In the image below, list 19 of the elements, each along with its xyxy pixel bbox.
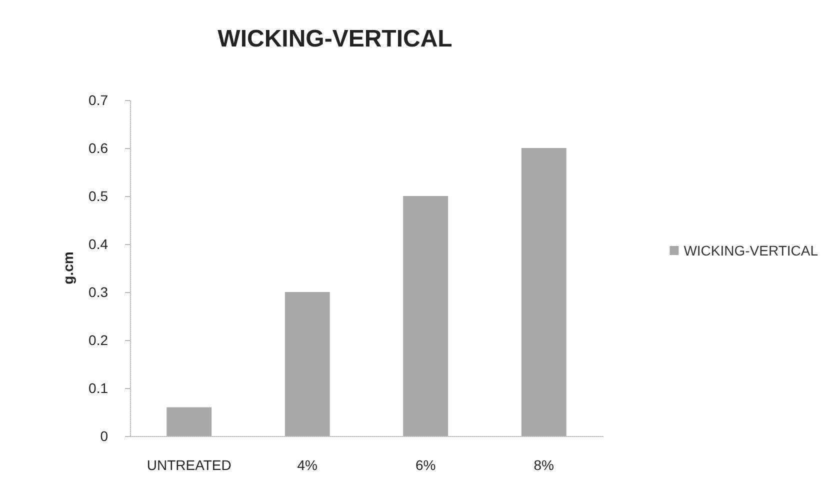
y-tick-label: 0.7 [88, 92, 108, 108]
bar [166, 407, 212, 436]
y-tick-label: 0.6 [88, 140, 108, 156]
bar [284, 292, 330, 436]
y-tick-label: 0.1 [88, 380, 108, 396]
chart-title: WICKING-VERTICAL [218, 26, 452, 52]
bar [403, 196, 448, 436]
y-tick-label: 0.2 [88, 332, 108, 348]
y-tick-label: 0.3 [88, 284, 108, 300]
y-tick-label: 0 [100, 428, 108, 444]
x-tick-label: 8% [534, 457, 554, 473]
legend-label: WICKING-VERTICAL [684, 242, 818, 258]
y-tick-label: 0.4 [88, 236, 108, 252]
x-tick-label: 6% [416, 457, 436, 473]
x-tick-label: UNTREATED [146, 457, 232, 473]
y-axis-title: g.cm [60, 252, 76, 284]
bar [521, 148, 566, 436]
y-tick-label: 0.5 [88, 188, 108, 204]
x-tick-label: 4% [297, 457, 318, 473]
